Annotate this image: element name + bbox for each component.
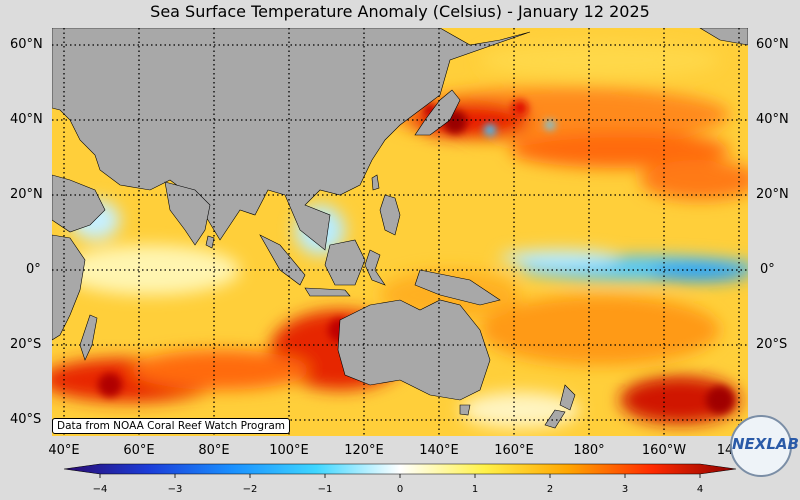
lat-tick-left-20n: 20°N [10,187,43,202]
graticule [52,28,748,436]
colorbar-tick: 0 [396,484,404,495]
land-masses [52,28,748,429]
lon-tick-160w: 160°W [641,443,687,458]
land-australia [337,299,491,401]
lat-tick-right-0: 0° [760,262,775,277]
lon-tick-100e: 100°E [269,443,309,458]
lat-tick-left-60n: 60°N [10,37,43,52]
colorbar-tick: −4 [92,484,108,495]
land-alaska [699,28,748,46]
land-sumatra [259,234,306,286]
lon-tick-160e: 160°E [494,443,534,458]
map-title: Sea Surface Temperature Anomaly (Celsius… [150,2,650,21]
land-arabia [52,174,106,233]
lat-tick-left-40s: 40°S [10,412,42,427]
land-india [164,181,211,246]
lat-tick-right-40n: 40°N [756,112,789,127]
land-borneo [324,239,366,286]
lat-tick-left-20s: 20°S [10,337,42,352]
lon-tick-140e: 140°E [419,443,459,458]
land-java [304,287,351,297]
land-africa [52,234,86,341]
lat-tick-right-60n: 60°N [756,37,789,52]
data-source-note: Data from NOAA Coral Reef Watch Program [52,418,290,434]
nexlab-logo-text: NEXLAB [732,435,799,453]
nexlab-logo[interactable]: NEXLAB [730,415,799,477]
land-eurasia [52,28,531,251]
lon-tick-40e: 40°E [48,443,80,458]
land-taiwan [371,174,380,191]
colorbar-tick: −2 [242,484,258,495]
lon-tick-60e: 60°E [123,443,155,458]
colorbar-tick: 3 [621,484,629,495]
colorbar-tick: 1 [471,484,479,495]
land-newguinea [414,269,501,306]
lon-tick-140w-partial: 14 [716,443,734,458]
lon-tick-80e: 80°E [198,443,230,458]
land-madagascar [79,314,98,361]
lat-tick-left-0: 0° [26,262,41,277]
colorbar-tick: −1 [317,484,333,495]
lat-tick-right-20n: 20°N [756,187,789,202]
land-philippines [379,194,401,236]
land-srilanka [205,235,215,249]
lon-tick-180: 180° [573,443,605,458]
colorbar-tick: −3 [167,484,183,495]
colorbar-tick: 2 [546,484,554,495]
lat-tick-left-40n: 40°N [10,112,43,127]
colorbar-tick: 4 [696,484,704,495]
land-tasmania [459,404,471,416]
land-sulawesi [364,249,386,286]
land-japan [414,89,461,136]
lat-tick-right-20s: 20°S [756,337,788,352]
colorbar [63,463,737,478]
lon-tick-120e: 120°E [344,443,384,458]
